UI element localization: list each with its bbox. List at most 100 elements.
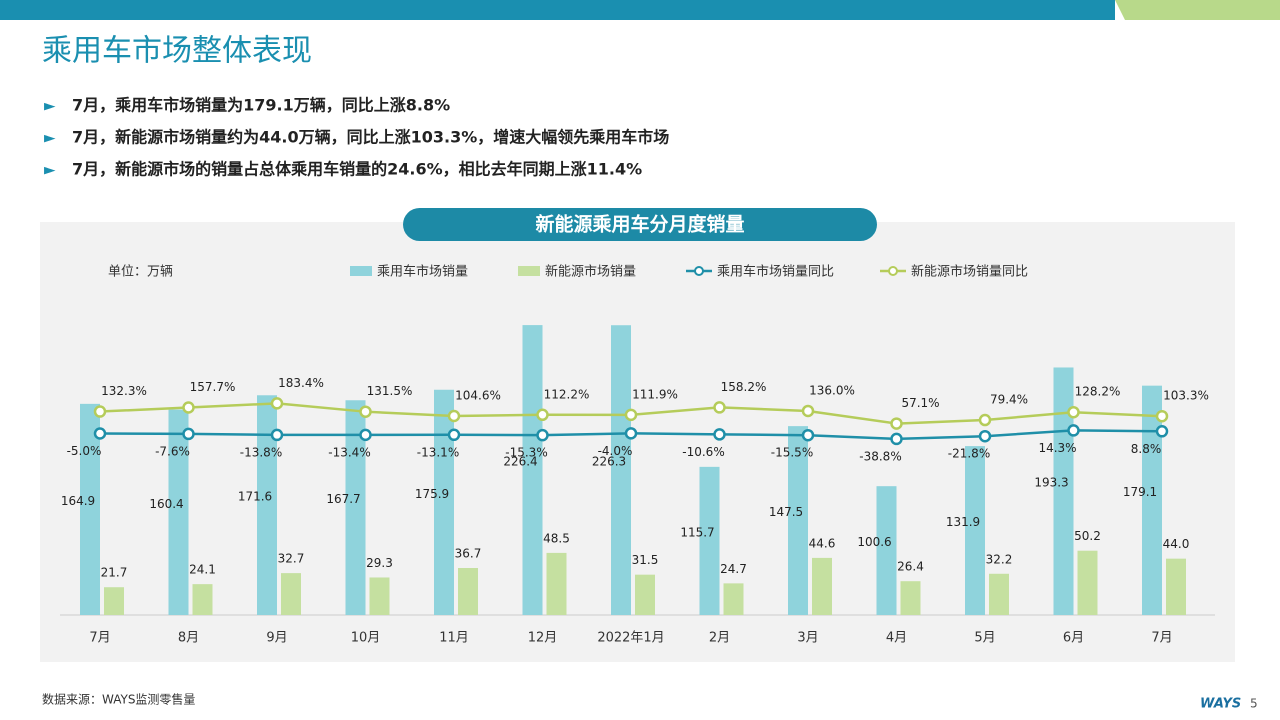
logo: WAYS bbox=[1200, 697, 1241, 712]
line-marker bbox=[1155, 409, 1169, 423]
line-value-label: 8.8% bbox=[1131, 442, 1162, 456]
line-marker bbox=[624, 427, 638, 440]
bar bbox=[104, 587, 124, 615]
line-value-label: 136.0% bbox=[809, 383, 855, 397]
line-value-label: -13.8% bbox=[240, 445, 282, 459]
bar-value-label: 24.7 bbox=[720, 562, 747, 576]
bar-value-label: 36.7 bbox=[455, 547, 482, 561]
line-marker bbox=[801, 404, 815, 418]
bar-value-label: 171.6 bbox=[238, 490, 272, 504]
x-tick-label: 7月 bbox=[89, 631, 110, 646]
legend-marker bbox=[694, 266, 704, 276]
bar bbox=[723, 583, 744, 615]
line-marker bbox=[890, 417, 903, 430]
bar-value-label: 32.7 bbox=[278, 552, 305, 566]
legend-marker bbox=[888, 266, 898, 276]
legend-label: 新能源市场销量 bbox=[545, 264, 636, 280]
bar bbox=[1053, 367, 1074, 615]
bar-value-label: 160.4 bbox=[149, 497, 183, 511]
line-marker bbox=[1067, 405, 1080, 419]
bar bbox=[80, 403, 100, 615]
header-bar bbox=[0, 0, 1115, 20]
x-tick-label: 2月 bbox=[709, 631, 730, 646]
chart: 7月 8月 9月 10月 11月 12月 2022年1月 2月 3月 4月 5月 6月 7月 乘用车市场销… bbox=[61, 264, 1209, 646]
line-marker bbox=[447, 409, 461, 423]
x-tick-label: 4月 bbox=[886, 631, 907, 646]
line-marker bbox=[624, 408, 638, 422]
bar-value-label: 179.1 bbox=[1123, 485, 1157, 499]
line-value-label: -4.0% bbox=[598, 444, 633, 458]
line-marker bbox=[93, 427, 107, 440]
bar-value-label: 193.3 bbox=[1034, 476, 1068, 490]
line-marker bbox=[447, 428, 461, 442]
x-tick-label: 7月 bbox=[1151, 631, 1172, 646]
legend-swatch bbox=[350, 266, 372, 276]
bar-value-label: 29.3 bbox=[366, 556, 393, 570]
line-value-label: -7.6% bbox=[155, 444, 190, 458]
x-tick-label: 9月 bbox=[266, 631, 287, 646]
bar bbox=[257, 395, 277, 615]
line-marker bbox=[182, 427, 195, 441]
line-marker bbox=[801, 428, 815, 442]
bar bbox=[812, 557, 832, 615]
legend-label: 乘用车市场销量同比 bbox=[717, 264, 834, 280]
bar-value-label: 44.6 bbox=[809, 536, 836, 550]
bar-value-label: 115.7 bbox=[680, 525, 714, 539]
bar-value-label: 48.5 bbox=[543, 531, 570, 545]
line-marker bbox=[890, 432, 903, 446]
bar bbox=[1166, 558, 1186, 615]
line-marker bbox=[1067, 424, 1080, 437]
bullet: 7月，新能源市场的销量占总体乘用车销量的24.6%，相比去年同期上涨11.4% bbox=[72, 160, 642, 179]
line-marker bbox=[359, 428, 372, 442]
bar bbox=[1142, 385, 1162, 615]
bullet-marker: ► bbox=[44, 129, 56, 147]
line-value-label: 132.3% bbox=[101, 384, 147, 398]
bar-value-label: 131.9 bbox=[946, 515, 980, 529]
bar bbox=[900, 581, 921, 615]
legend-label: 新能源市场销量同比 bbox=[911, 264, 1028, 280]
line-value-label: 103.3% bbox=[1163, 389, 1209, 403]
line-value-label: 157.7% bbox=[190, 380, 236, 394]
bar bbox=[699, 466, 720, 615]
line-marker bbox=[270, 397, 284, 410]
bar-value-label: 26.4 bbox=[897, 560, 924, 574]
bar bbox=[458, 568, 478, 615]
line-marker bbox=[536, 408, 549, 422]
bar-value-label: 100.6 bbox=[857, 535, 891, 549]
bar bbox=[345, 400, 366, 615]
bar-value-label: 226.3 bbox=[592, 455, 626, 469]
chart-title-pill bbox=[403, 208, 877, 241]
bar bbox=[965, 446, 985, 615]
bar bbox=[989, 573, 1009, 615]
x-tick-label: 2022年1月 bbox=[597, 631, 664, 646]
bar-value-label: 44.0 bbox=[1163, 537, 1190, 551]
bullet: 7月，新能源市场销量约为44.0万辆，同比上涨103.3%，增速大幅领先乘用车市… bbox=[72, 128, 669, 147]
x-tick-label: 12月 bbox=[528, 631, 558, 646]
bar bbox=[434, 389, 454, 615]
bar-value-label: 31.5 bbox=[632, 553, 659, 567]
line-value-label: -21.8% bbox=[948, 447, 990, 461]
slide-title: 乘用车市场整体表现 bbox=[42, 34, 312, 69]
line-value-label: 128.2% bbox=[1075, 385, 1121, 399]
bar bbox=[369, 577, 390, 615]
line-value-label: 131.5% bbox=[367, 384, 413, 398]
bar-value-label: 50.2 bbox=[1074, 529, 1101, 543]
line-marker bbox=[359, 405, 372, 418]
bar-value-label: 164.9 bbox=[61, 494, 95, 508]
bar-value-label: 24.1 bbox=[189, 563, 216, 577]
bullet: 7月，乘用车市场销量为179.1万辆，同比上涨8.8% bbox=[72, 96, 450, 115]
line-value-label: 158.2% bbox=[721, 380, 767, 394]
bar-value-label: 21.7 bbox=[101, 566, 128, 580]
line-marker bbox=[93, 405, 107, 418]
bar bbox=[192, 584, 213, 615]
line-marker bbox=[713, 401, 726, 414]
x-tick-label: 11月 bbox=[439, 631, 469, 646]
line-value-label: -13.4% bbox=[328, 445, 370, 459]
unit-label: 单位：万辆 bbox=[108, 265, 173, 280]
source: 数据来源：WAYS监测零售量 bbox=[42, 692, 195, 707]
x-tick-label: 8月 bbox=[178, 631, 199, 646]
line-value-label: -15.5% bbox=[771, 446, 813, 460]
bullet-marker: ► bbox=[44, 161, 56, 179]
